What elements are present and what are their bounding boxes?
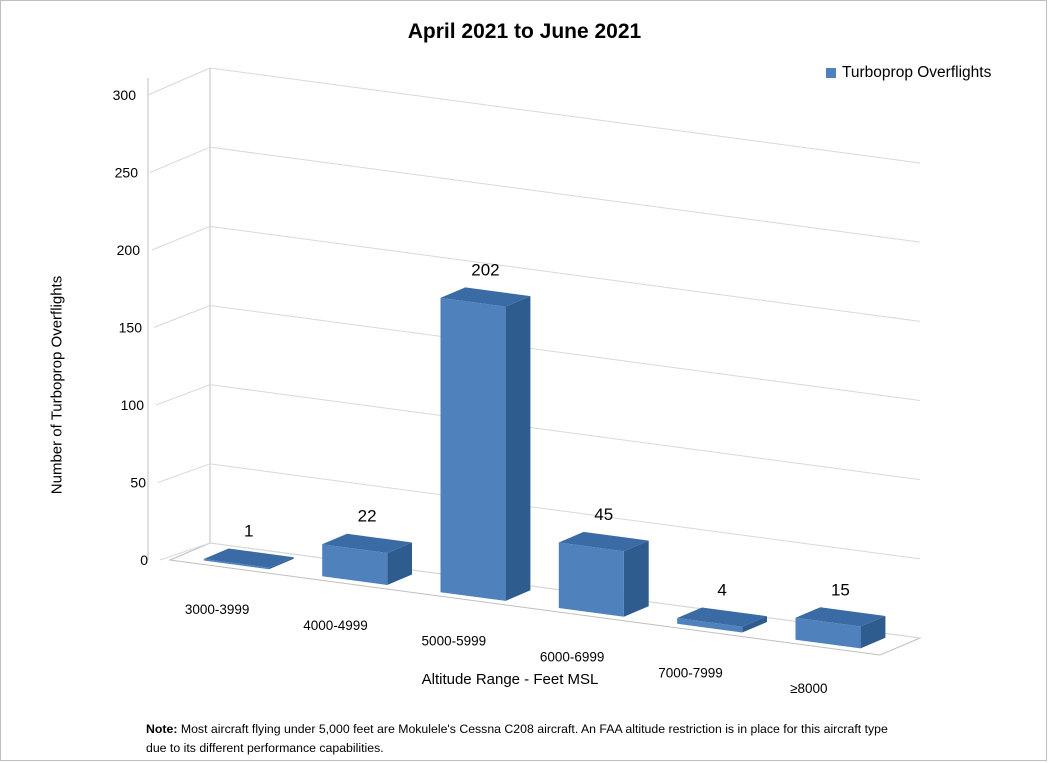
x-tick-label: 6000-6999 [540,649,605,664]
bar-side [742,616,767,633]
data-label: 4 [717,580,726,599]
gridline-back [209,384,921,481]
gridline-left [153,305,211,328]
bar-top [440,287,531,307]
y-tick-label: 300 [113,87,137,103]
x-tick-label: 7000-7999 [658,665,723,680]
bar-top [558,531,649,552]
data-label: 202 [471,260,499,279]
x-axis-ticks: 3000-3999 4000-4999 5000-5999 6000-6999 7000… [185,602,828,696]
gridlines [147,67,921,639]
data-label: 1 [244,522,253,541]
gridline-left [157,463,211,483]
legend-label: Turboprop Overflights [842,64,992,81]
gridline-left [155,384,211,406]
gridline-left [147,67,211,96]
bar-top [795,607,886,627]
gridline-back [209,225,921,322]
data-label: 15 [831,580,850,599]
bar [795,617,861,649]
footnote-label: Note: [146,722,178,736]
bar-side [505,296,531,601]
y-tick-label: 100 [121,397,145,413]
bar-side [860,616,886,649]
y-tick-label: 0 [140,552,148,568]
chart-title: April 2021 to June 2021 [407,20,642,43]
y-tick-label: 50 [130,475,146,491]
y-tick-label: 250 [115,165,139,181]
x-axis-title: Altitude Range - Feet MSL [421,671,599,688]
x-tick-label: 3000-3999 [185,602,250,617]
x-tick-label: 5000-5999 [422,634,487,649]
footnote: Note: Most aircraft flying under 5,000 f… [146,720,906,758]
gridline-left [151,225,211,251]
bar-top [322,533,412,553]
bar [322,544,388,585]
data-label: 22 [358,507,377,526]
y-tick-label: 200 [117,242,141,258]
data-label: 45 [594,505,613,524]
y-tick-label: 150 [119,320,143,336]
legend: Turboprop Overflights [826,64,991,82]
bar-side [623,540,649,617]
y-axis-title: Number of Turboprop Overflights [48,275,66,495]
bars [203,287,886,649]
gridline-back [209,463,921,560]
bar [203,559,269,570]
gridline-back [209,305,921,401]
bar-top [203,548,294,568]
x-tick-label: ≥8000 [790,681,827,696]
y-axis-ticks: 0 50 100 150 200 250 300 [113,87,149,568]
bar-side [268,557,294,570]
gridline-back [209,146,921,243]
footnote-text: Most aircraft flying under 5,000 feet ar… [146,722,888,755]
gridline-left [149,146,211,173]
bar-side [387,542,412,585]
bar [440,297,506,601]
bar [558,542,624,617]
gridline-back [209,67,921,164]
gridline-left [159,542,211,561]
bar-top [677,607,767,627]
bar [677,618,743,633]
x-tick-label: 4000-4999 [303,618,368,633]
legend-swatch [826,68,836,78]
data-labels: 1 22 202 45 4 15 [244,260,850,599]
